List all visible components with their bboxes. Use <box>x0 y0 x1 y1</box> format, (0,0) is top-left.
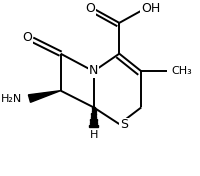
Text: CH₃: CH₃ <box>172 66 192 76</box>
Polygon shape <box>92 110 96 112</box>
Text: H₂N: H₂N <box>1 94 22 103</box>
Text: S: S <box>120 118 128 131</box>
Polygon shape <box>92 107 95 109</box>
Text: H: H <box>89 130 98 140</box>
Text: O: O <box>23 31 33 44</box>
Text: OH: OH <box>141 2 160 15</box>
Text: N: N <box>89 64 98 77</box>
Polygon shape <box>89 125 98 127</box>
Polygon shape <box>91 113 96 115</box>
Polygon shape <box>90 120 97 121</box>
Polygon shape <box>90 122 97 124</box>
Polygon shape <box>91 116 96 118</box>
Polygon shape <box>28 91 61 102</box>
Text: O: O <box>85 2 95 15</box>
